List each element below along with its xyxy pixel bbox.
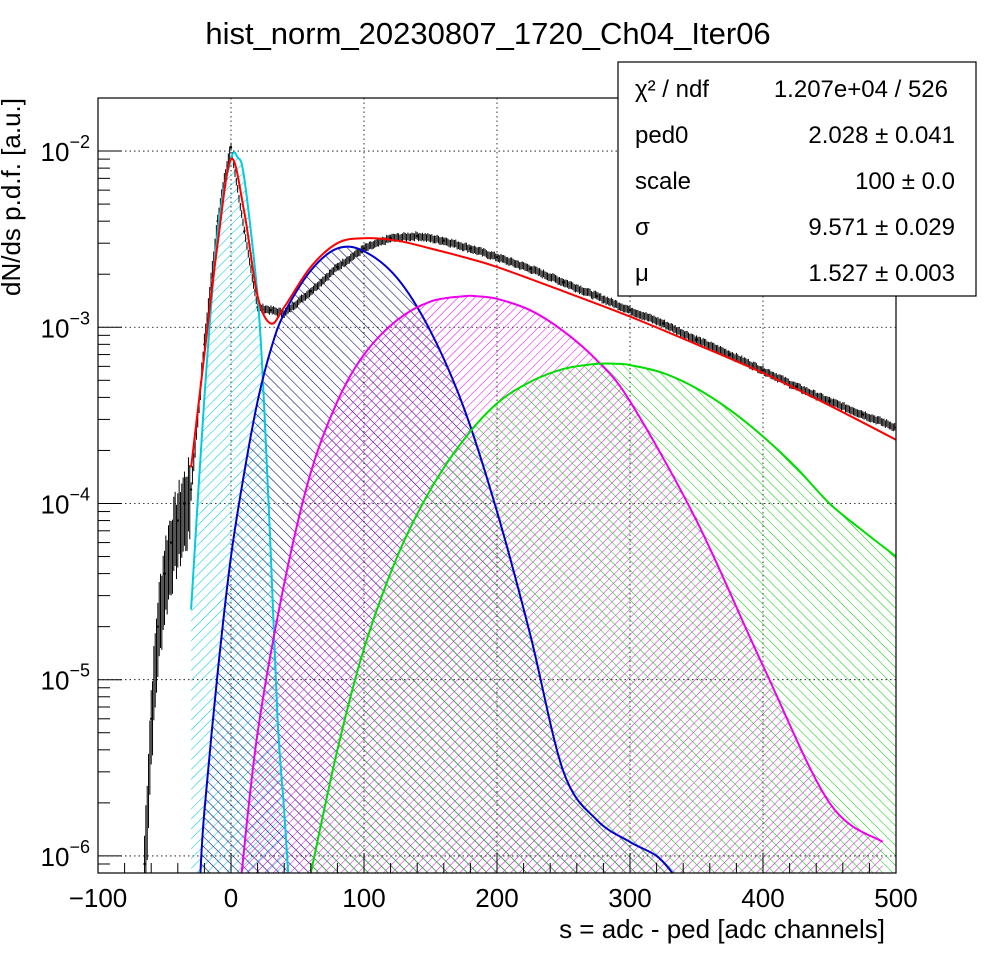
curve-3-photoelectrons <box>309 362 896 873</box>
stats-label: ped0 <box>635 122 688 149</box>
data-marker <box>595 295 598 298</box>
curve-pedestal-peak <box>190 151 290 873</box>
data-marker <box>662 322 665 325</box>
data-marker <box>861 413 864 416</box>
data-marker <box>529 267 532 270</box>
data-marker <box>362 247 366 250</box>
data-marker <box>795 385 798 388</box>
data-marker <box>169 541 173 544</box>
data-marker <box>183 502 186 505</box>
stats-value: 1.527 ± 0.003 <box>808 260 955 287</box>
y-tick-label: 10−4 <box>41 484 90 519</box>
data-marker <box>495 255 499 259</box>
data-marker <box>269 308 273 312</box>
stats-value: 9.571 ± 0.029 <box>808 214 955 241</box>
x-tick-label: 0 <box>224 883 238 913</box>
data-marker <box>243 230 246 233</box>
data-marker <box>695 338 698 341</box>
data-marker <box>150 717 153 720</box>
stats-label: χ² / ndf <box>635 76 709 103</box>
x-tick-label: −100 <box>69 883 128 913</box>
x-axis: −100 0 100 200 300 400 500 <box>69 853 918 913</box>
y-tick-label: 10−3 <box>41 308 90 343</box>
curve-total-fit <box>190 157 896 468</box>
x-tick-label: 400 <box>741 883 784 913</box>
x-tick-label: 100 <box>342 883 385 913</box>
stats-label: σ <box>635 214 650 241</box>
data-marker <box>562 281 565 284</box>
data-marker <box>336 265 339 269</box>
y-tick-label: 10−2 <box>41 132 90 167</box>
data-marker <box>189 488 193 491</box>
y-axis: 10−2 10−3 10−4 10−5 10−6 <box>41 97 122 874</box>
stats-value: 100 ± 0.0 <box>855 168 955 195</box>
data-marker <box>442 239 445 242</box>
x-tick-label: 200 <box>475 883 518 913</box>
data-marker <box>309 290 312 293</box>
curve-1-photoelectron <box>199 245 674 873</box>
data-marker <box>176 519 179 522</box>
data-marker <box>728 353 731 356</box>
data-marker <box>828 400 831 403</box>
data-marker <box>163 572 166 575</box>
stats-value: 2.028 ± 0.041 <box>808 122 955 149</box>
data-marker <box>229 146 233 149</box>
stats-value: 1.207e+04 / 526 <box>774 76 948 103</box>
chart-title: hist_norm_20230807_1720_Ch04_Iter06 <box>205 16 770 51</box>
data-marker <box>143 862 146 866</box>
stats-label: scale <box>635 168 691 195</box>
x-axis-label: s = adc - ped [adc channels] <box>559 914 885 944</box>
component-fills <box>191 152 896 873</box>
curve-2-photoelectrons <box>240 294 884 873</box>
data-marker <box>628 308 632 312</box>
y-tick-label: 10−5 <box>41 661 90 696</box>
data-marker <box>469 247 472 250</box>
y-tick-label: 10−6 <box>41 837 90 872</box>
component-fill-3-photoelectrons <box>310 363 896 873</box>
x-tick-label: 300 <box>608 883 651 913</box>
data-marker <box>416 234 419 238</box>
data-marker <box>156 625 160 628</box>
stats-label: μ <box>635 260 649 287</box>
y-axis-label: dN/ds p.d.f. [a.u.] <box>0 98 26 296</box>
data-points <box>143 142 896 873</box>
fit-stats-box: χ² / ndf 1.207e+04 / 526 ped0 2.028 ± 0.041… <box>617 61 977 297</box>
fit-curves <box>190 151 896 873</box>
x-tick-label: 500 <box>874 883 917 913</box>
data-marker <box>761 369 765 372</box>
